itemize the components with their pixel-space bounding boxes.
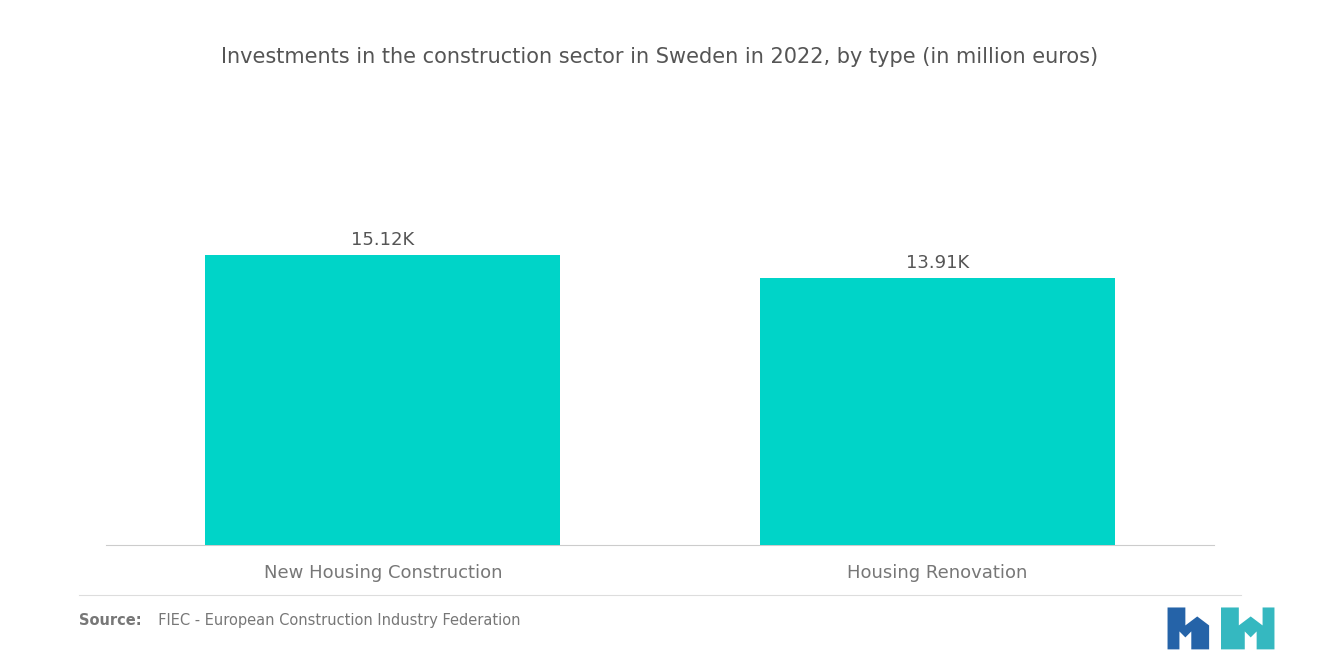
Bar (760, 278, 1114, 545)
Polygon shape (1221, 608, 1274, 649)
Text: Source:: Source: (79, 613, 141, 628)
Text: Investments in the construction sector in Sweden in 2022, by type (in million eu: Investments in the construction sector i… (222, 47, 1098, 66)
Text: 13.91K: 13.91K (906, 254, 969, 272)
Text: FIEC - European Construction Industry Federation: FIEC - European Construction Industry Fe… (149, 613, 520, 628)
Text: 15.12K: 15.12K (351, 231, 414, 249)
Polygon shape (1167, 608, 1209, 649)
Bar (206, 255, 560, 545)
